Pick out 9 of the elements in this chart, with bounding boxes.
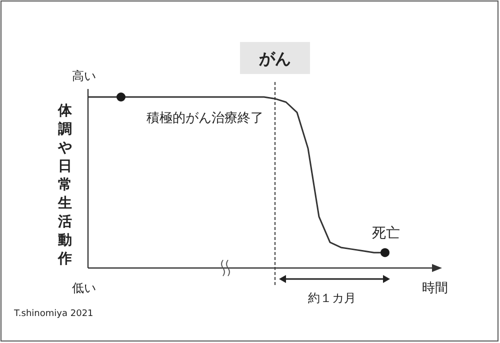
annotation: 積極的がん治療終了 [146, 111, 264, 126]
text: がん [259, 49, 291, 68]
text: 体調や日常生活動作 [58, 103, 72, 267]
annotation: 死亡 [372, 226, 400, 242]
text: 高い [72, 69, 96, 83]
text: T.shinomiya 2021 [13, 309, 94, 319]
text: 低い [72, 281, 96, 295]
text: 約１カ月 [308, 291, 356, 305]
x-axis-title: 時間 [422, 281, 448, 296]
